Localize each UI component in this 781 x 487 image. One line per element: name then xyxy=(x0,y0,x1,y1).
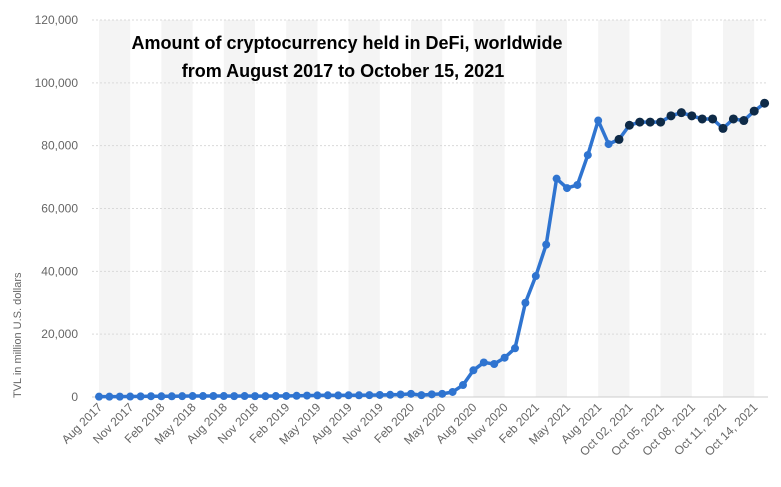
daily-data-point xyxy=(645,117,655,127)
monthly-data-point xyxy=(459,381,467,390)
monthly-data-point xyxy=(167,392,176,401)
monthly-data-point xyxy=(500,353,509,362)
monthly-data-point xyxy=(292,391,301,400)
monthly-data-point xyxy=(469,366,478,375)
monthly-data-point xyxy=(282,391,291,400)
daily-data-point xyxy=(728,114,738,124)
daily-data-point xyxy=(635,117,645,127)
daily-data-point xyxy=(760,98,770,108)
monthly-data-point xyxy=(355,391,363,400)
monthly-data-point xyxy=(552,174,561,183)
daily-data-point xyxy=(718,123,728,133)
daily-data-point xyxy=(614,134,624,144)
monthly-data-point xyxy=(188,392,197,401)
daily-series-line xyxy=(607,101,766,146)
monthly-data-point xyxy=(209,391,218,400)
monthly-data-point xyxy=(219,392,228,401)
monthly-data-point xyxy=(230,392,239,401)
daily-data-point xyxy=(676,108,686,118)
monthly-data-point xyxy=(271,392,280,401)
daily-data-point xyxy=(624,120,634,130)
y-tick-label: 20,000 xyxy=(41,327,78,341)
monthly-data-point xyxy=(105,392,114,401)
daily-data-point xyxy=(687,111,697,121)
monthly-data-point xyxy=(251,392,259,401)
monthly-data-point xyxy=(573,180,582,189)
y-tick-label: 60,000 xyxy=(41,202,78,216)
y-axis-ticks: 0 20,000 40,000 60,000 80,000 100,000 120,000 xyxy=(35,13,79,404)
daily-data-point xyxy=(708,114,718,124)
monthly-data-point xyxy=(147,392,155,401)
monthly-data-point xyxy=(365,391,374,400)
monthly-data-point xyxy=(594,116,603,125)
monthly-data-point xyxy=(563,184,571,193)
y-tick-label: 0 xyxy=(71,390,78,404)
monthly-data-point xyxy=(386,390,395,399)
monthly-data-point xyxy=(438,389,447,398)
monthly-data-point xyxy=(511,344,519,353)
monthly-data-point xyxy=(344,391,353,400)
monthly-data-point xyxy=(240,392,249,401)
monthly-data-point xyxy=(313,391,322,400)
y-tick-label: 40,000 xyxy=(41,264,78,278)
monthly-data-point xyxy=(542,240,551,249)
monthly-data-point xyxy=(427,390,436,399)
daily-data-point xyxy=(697,114,707,124)
monthly-data-point xyxy=(178,392,187,401)
monthly-data-point xyxy=(531,272,540,281)
monthly-data-point xyxy=(323,391,332,400)
monthly-data-point xyxy=(479,358,488,367)
daily-data-point xyxy=(656,117,666,127)
daily-data-point xyxy=(666,111,676,121)
monthly-data-point xyxy=(157,392,166,401)
daily-data-point xyxy=(739,116,749,126)
monthly-data-point xyxy=(417,391,426,400)
monthly-data-point xyxy=(375,390,384,399)
monthly-data-point xyxy=(261,392,270,401)
monthly-data-point xyxy=(199,392,207,401)
monthly-data-point xyxy=(136,392,145,401)
monthly-data-point xyxy=(604,140,613,149)
chart-title-line-1: Amount of cryptocurrency held in DeFi, w… xyxy=(131,33,562,53)
monthly-data-point xyxy=(115,392,124,401)
monthly-data-point xyxy=(95,392,103,401)
monthly-data-point xyxy=(583,151,592,160)
chart-title-line-2: from August 2017 to October 15, 2021 xyxy=(182,61,504,81)
monthly-data-point xyxy=(126,392,135,401)
daily-data-point xyxy=(749,106,759,116)
monthly-data-point xyxy=(521,298,530,307)
y-tick-label: 80,000 xyxy=(41,139,78,153)
y-tick-label: 120,000 xyxy=(35,13,79,27)
monthly-data-point xyxy=(448,387,457,396)
monthly-data-point xyxy=(303,391,311,400)
monthly-data-point xyxy=(334,391,343,400)
series-points xyxy=(95,98,770,401)
y-axis-label: TVL in million U.S. dollars xyxy=(12,272,24,398)
monthly-data-point xyxy=(490,360,499,369)
monthly-data-point xyxy=(396,390,405,399)
y-tick-label: 100,000 xyxy=(35,76,79,90)
monthly-data-point xyxy=(407,389,415,398)
